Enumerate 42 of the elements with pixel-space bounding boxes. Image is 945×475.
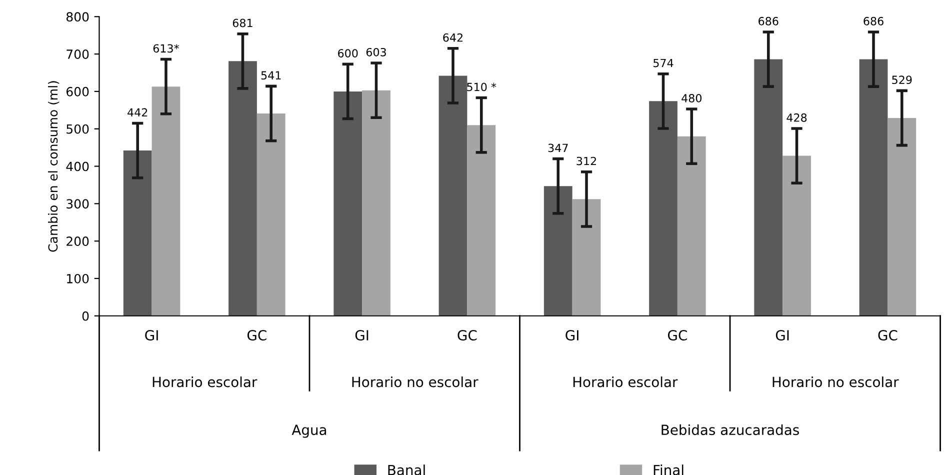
data-label: 480	[682, 94, 702, 102]
y-tick-label: 800	[66, 12, 89, 22]
data-label: 510 *	[467, 82, 496, 92]
y-tick-label: 700	[66, 50, 89, 59]
x-tick-label: GC	[668, 330, 687, 341]
y-tick-label: 500	[66, 124, 89, 134]
y-tick-label: 600	[66, 86, 89, 96]
text: Bebidas azucaradas	[662, 424, 799, 436]
legend-label: Banal	[388, 464, 425, 475]
x-tick-label: GC	[458, 330, 477, 341]
data-label: 613*	[153, 44, 180, 53]
x-tick-label: GI	[145, 330, 158, 341]
data-label: 681	[232, 18, 252, 28]
data-label: 428	[786, 113, 807, 122]
x-tick-label: GC	[878, 330, 898, 341]
data-label: 603	[366, 48, 386, 56]
y-tick-label: 400	[66, 162, 89, 172]
text: Horario escolar	[152, 376, 258, 388]
x-tick-label: GI	[776, 330, 789, 341]
y-tick-label: 0	[82, 311, 89, 321]
data-label: 541	[261, 71, 281, 80]
y-tick-label: 100	[67, 274, 89, 284]
data-label: 529	[892, 76, 912, 84]
legend-label: Final	[654, 464, 684, 475]
text: Horario escolar	[573, 376, 678, 388]
x-tick-label: GC	[247, 330, 266, 341]
text: Agua	[292, 424, 326, 438]
y-axis-title: Cambio en el consumo (ml)	[48, 81, 60, 252]
data-label: 642	[443, 33, 462, 42]
data-label: 600	[338, 49, 358, 58]
text: Horario no escolar	[772, 376, 899, 388]
data-label: 442	[128, 108, 148, 116]
y-tick-label: 300	[66, 199, 89, 209]
data-label: 347	[548, 144, 568, 152]
text: Horario no escolar	[352, 376, 478, 388]
y-tick-label: 200	[66, 236, 89, 246]
x-tick-label: GI	[355, 330, 368, 341]
data-label: 312	[576, 156, 596, 166]
data-label: 686	[758, 16, 778, 26]
data-label: 574	[654, 58, 674, 68]
data-label: 686	[864, 16, 884, 26]
x-tick-label: GI	[566, 330, 578, 341]
